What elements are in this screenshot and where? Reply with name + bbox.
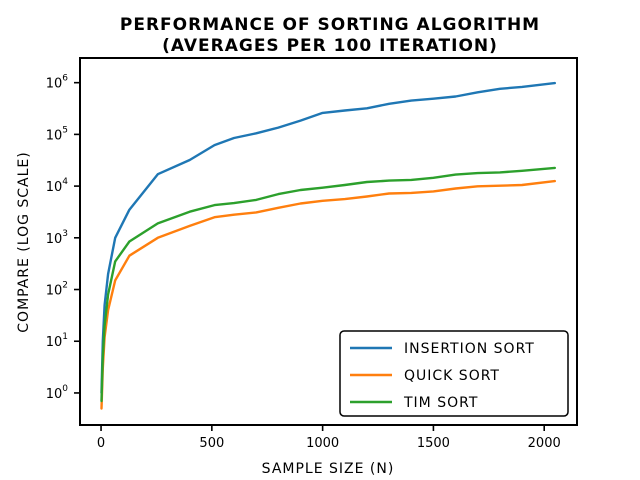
legend-items: INSERTION SORT QUICK SORT TIM SORT — [350, 341, 535, 411]
y-axis-label: COMPARE (LOG SCALE) — [16, 151, 32, 332]
x-tick-label: 0 — [97, 436, 105, 451]
y-tick-label: 102 — [46, 281, 68, 299]
legend-label-2: QUICK SORT — [404, 368, 500, 384]
plot-frame — [79, 57, 578, 426]
chart-title-line-1: PERFORMANCE OF SORTING ALGORITHM — [120, 15, 540, 35]
x-tick-label: 2000 — [528, 436, 561, 451]
y-tick-base: 10 — [46, 335, 63, 350]
y-tick-base: 10 — [46, 128, 63, 143]
x-tick-label: 1500 — [417, 436, 450, 451]
plot-lines — [100, 81, 556, 410]
x-tick-label: 1000 — [306, 436, 339, 451]
legend: INSERTION SORT QUICK SORT TIM SORT — [339, 330, 569, 417]
y-tick-label: 104 — [46, 177, 69, 195]
legend-label-3: TIM SORT — [403, 395, 478, 411]
y-tick-label: 101 — [46, 332, 68, 350]
series-line-1 — [100, 81, 556, 395]
y-tick-base: 10 — [46, 232, 63, 247]
y-tick-exponent: 3 — [62, 229, 68, 239]
chart-title-line-2: (AVERAGES PER 100 ITERATION) — [162, 36, 498, 56]
y-tick-exponent: 6 — [62, 74, 68, 84]
y-tick-exponent: 5 — [62, 125, 68, 135]
y-tick-base: 10 — [46, 387, 63, 402]
series-line-2 — [100, 179, 556, 410]
y-tick-exponent: 1 — [62, 332, 68, 342]
x-axis-label: SAMPLE SIZE (N) — [262, 461, 395, 477]
x-axis: 0 500 1000 1500 2000 — [97, 425, 561, 451]
y-tick-label: 103 — [46, 229, 68, 247]
y-tick-exponent: 4 — [62, 177, 68, 187]
y-tick-base: 10 — [46, 180, 63, 195]
legend-label-1: INSERTION SORT — [404, 341, 535, 357]
x-tick-label: 500 — [199, 436, 224, 451]
y-tick-exponent: 0 — [62, 384, 68, 394]
y-tick-label: 106 — [46, 74, 69, 92]
y-tick-label: 100 — [46, 384, 69, 402]
series-line-3 — [100, 166, 556, 403]
y-tick-base: 10 — [46, 77, 63, 92]
y-tick-base: 10 — [46, 284, 63, 299]
y-tick-label: 105 — [46, 125, 68, 143]
legend-box — [339, 330, 569, 417]
y-tick-exponent: 2 — [62, 281, 68, 291]
